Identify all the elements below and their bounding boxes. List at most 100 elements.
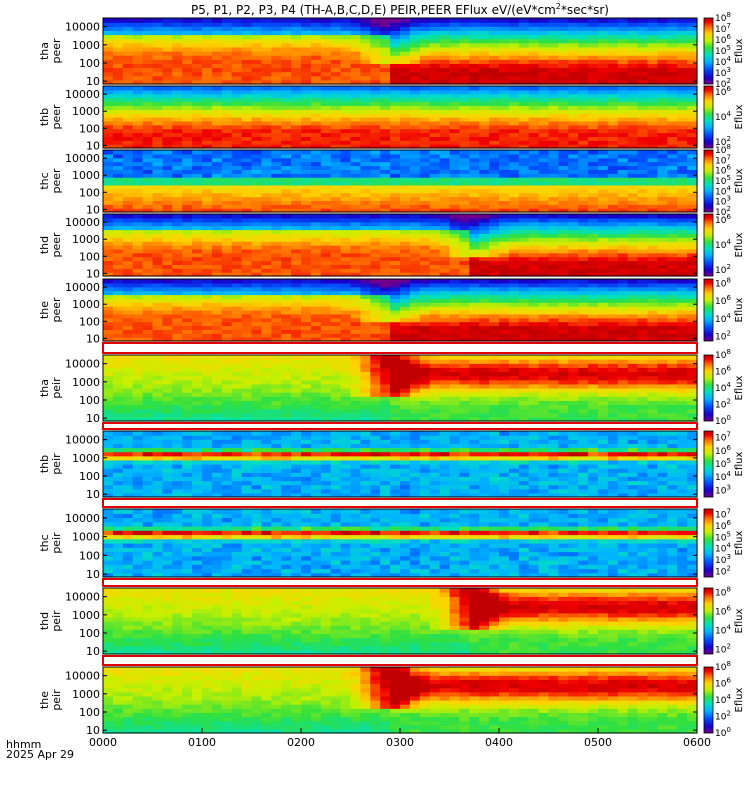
spectrogram-cell	[291, 144, 302, 149]
spectrogram-cell	[607, 337, 619, 342]
spectrogram-cell	[320, 63, 332, 69]
spectrogram-cell	[142, 229, 154, 234]
spectrogram-cell	[479, 181, 490, 186]
spectrogram-cell	[370, 26, 381, 31]
spectrogram-cell	[607, 38, 619, 44]
spectrogram-cell	[172, 161, 183, 167]
spectrogram-cell	[469, 188, 480, 194]
spectrogram-cell	[617, 109, 629, 114]
spectrogram-cell	[469, 132, 480, 137]
spectrogram-cell	[241, 208, 253, 213]
spectrogram-cell	[469, 18, 480, 23]
spectrogram-cell	[221, 294, 233, 299]
spectrogram-cell	[409, 26, 421, 31]
spectrogram-cell	[508, 161, 520, 167]
spectrogram-cell	[558, 229, 569, 234]
spectrogram-cell	[637, 55, 649, 60]
spectrogram-cell	[538, 153, 550, 159]
spectrogram-cell	[390, 286, 401, 292]
spectrogram-cell	[142, 93, 154, 99]
y-tick-label: 10	[86, 332, 100, 345]
spectrogram-cell	[261, 184, 272, 190]
spectrogram-cell	[647, 184, 658, 190]
spectrogram-cell	[568, 93, 579, 99]
spectrogram-cell	[499, 321, 510, 327]
spectrogram-cell	[172, 333, 183, 338]
spectrogram-cell	[281, 237, 292, 242]
spectrogram-cell	[508, 188, 520, 194]
spectrogram-cell	[310, 71, 322, 77]
spectrogram-cell	[429, 136, 441, 141]
spectrogram-cell	[380, 38, 391, 44]
spectrogram-cell	[202, 177, 213, 182]
spectrogram-cell	[350, 42, 361, 48]
spectrogram-cell	[409, 260, 421, 265]
spectrogram-cell	[489, 302, 500, 307]
spectrogram-cell	[657, 181, 668, 186]
spectrogram-cell	[558, 221, 569, 227]
spectrogram-cell	[310, 124, 322, 130]
spectrogram-cell	[162, 71, 173, 77]
spectrogram-cell	[538, 136, 550, 141]
spectrogram-cell	[528, 229, 540, 234]
spectrogram-cell	[370, 321, 381, 327]
spectrogram-cell	[241, 321, 253, 327]
spectrogram-cell	[231, 317, 243, 323]
spectrogram-cell	[320, 67, 332, 73]
spectrogram-cell	[449, 128, 460, 134]
spectrogram-cell	[360, 188, 371, 194]
spectrogram-cell	[192, 225, 203, 231]
spectrogram-cell	[568, 38, 579, 44]
spectrogram-cell	[350, 109, 361, 114]
spectrogram-cell	[499, 22, 510, 27]
spectrogram-cell	[211, 22, 223, 27]
spectrogram-cell	[132, 383, 144, 389]
spectrogram-cell	[310, 105, 322, 110]
spectrogram-cell	[162, 221, 173, 227]
spectrogram-cell	[598, 144, 609, 149]
spectrogram-cell	[320, 337, 332, 342]
spectrogram-cell	[499, 282, 510, 288]
spectrogram-cell	[429, 233, 441, 238]
spectrogram-cell	[330, 233, 342, 238]
spectrogram-cell	[627, 188, 639, 194]
spectrogram-cell	[637, 237, 649, 242]
spectrogram-cell	[360, 310, 371, 315]
spectrogram-cell	[607, 109, 619, 114]
spectrogram-cell	[637, 30, 649, 36]
spectrogram-cell	[281, 55, 292, 60]
spectrogram-cell	[578, 105, 589, 110]
spectrogram-cell	[152, 18, 163, 23]
spectrogram-cell	[419, 75, 431, 81]
spectrogram-cell	[162, 252, 173, 258]
spectrogram-cell	[459, 286, 470, 292]
spectrogram-cell	[132, 371, 144, 377]
colorbar-tick-label: 108	[715, 276, 731, 289]
spectrogram-cell	[627, 181, 639, 186]
spectrogram-cell	[251, 177, 262, 182]
spectrogram-cell	[568, 321, 579, 327]
spectrogram-cell	[122, 233, 134, 238]
spectrogram-cell	[419, 337, 431, 342]
spectrogram-cell	[152, 124, 163, 130]
spectrogram-cell	[588, 144, 599, 149]
spectrogram-cell	[211, 120, 223, 126]
spectrogram-cell	[132, 260, 144, 265]
spectrogram-cell	[340, 221, 352, 227]
spectrogram-cell	[459, 75, 470, 81]
spectrogram-cell	[340, 34, 352, 40]
spectrogram-cell	[132, 157, 144, 163]
spectrogram-cell	[221, 256, 233, 262]
spectrogram-cell	[103, 279, 114, 284]
spectrogram-cell	[538, 46, 550, 52]
spectrogram-cell	[598, 109, 609, 114]
spectrogram-cell	[291, 71, 302, 77]
spectrogram-cell	[588, 117, 599, 122]
spectrogram-cell	[617, 55, 629, 60]
spectrogram-cell	[251, 256, 262, 262]
spectrogram-cell	[330, 71, 342, 77]
spectrogram-cell	[429, 264, 441, 269]
spectrogram-cell	[518, 279, 530, 284]
spectrogram-cell	[152, 306, 163, 311]
